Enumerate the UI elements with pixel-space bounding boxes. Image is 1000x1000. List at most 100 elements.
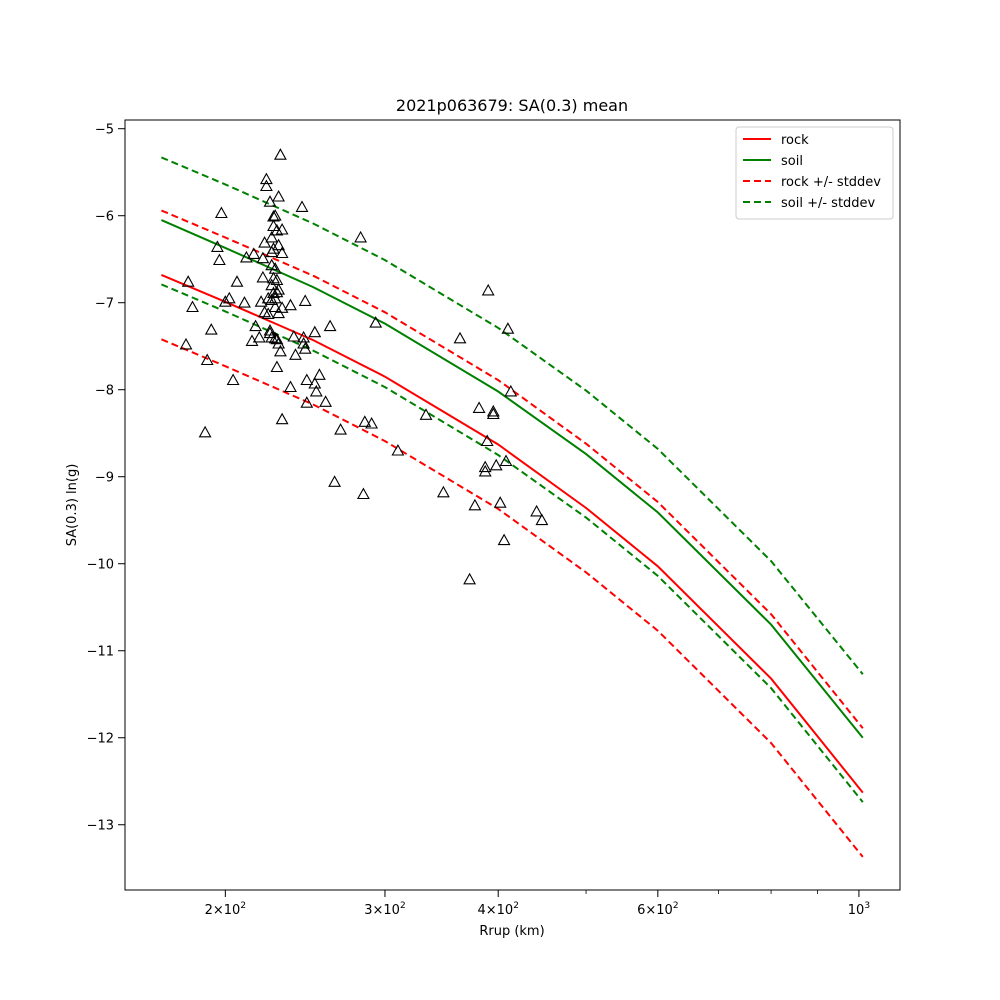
data-point	[265, 330, 279, 343]
data-point	[272, 336, 286, 349]
data-point	[181, 275, 195, 287]
legend-box	[735, 126, 894, 220]
data-point	[365, 416, 379, 429]
data-point	[210, 240, 224, 252]
data-point	[463, 572, 477, 585]
y-tick-label: −10	[87, 558, 114, 573]
x-tick-label: 103	[848, 901, 870, 918]
legend-label: soil +/- stddev	[781, 196, 876, 211]
data-point	[295, 200, 309, 212]
data-point	[256, 251, 270, 264]
data-point	[275, 246, 289, 259]
data-point	[214, 206, 228, 219]
data-point	[198, 425, 212, 438]
data-point	[287, 329, 301, 342]
x-tick-label-exponent: 2	[400, 901, 406, 911]
series-line-soil-1	[161, 219, 864, 739]
y-tick-label: −11	[87, 645, 114, 660]
data-point	[200, 353, 214, 366]
data-point	[259, 179, 273, 192]
data-point	[267, 271, 280, 284]
data-point	[249, 319, 263, 332]
data-point	[486, 404, 500, 417]
y-tick-label: −7	[95, 297, 114, 312]
x-tick-label-base: 3×10	[364, 903, 400, 918]
data-point	[530, 504, 544, 517]
data-point	[478, 460, 492, 473]
points-layer	[179, 148, 549, 585]
data-point	[481, 283, 495, 296]
data-point	[323, 319, 337, 332]
data-point	[391, 443, 405, 456]
data-point	[268, 209, 282, 221]
data-point	[259, 172, 273, 185]
data-point	[275, 301, 289, 313]
chart-title: 2021p063679: SA(0.3) mean	[396, 96, 628, 115]
data-point	[258, 305, 272, 318]
data-point	[270, 360, 284, 373]
data-point	[204, 323, 218, 335]
x-tick-label-base: 6×10	[637, 903, 673, 918]
data-point	[298, 342, 312, 354]
data-point	[218, 295, 232, 307]
legend: rock soil rock +/- stddev soil +/- stddev	[735, 126, 894, 220]
data-point	[273, 344, 287, 357]
y-tick-label: −6	[95, 210, 114, 225]
data-point	[289, 348, 302, 360]
data-point	[268, 291, 282, 304]
data-point	[272, 238, 286, 251]
data-point	[486, 407, 500, 420]
legend-label: rock +/- stddev	[781, 175, 881, 190]
data-point	[222, 291, 236, 304]
x-tick-label: 6×102	[637, 901, 678, 918]
data-point	[238, 296, 251, 308]
data-point	[267, 286, 280, 299]
data-point	[319, 395, 333, 407]
y-tick-label: −8	[95, 384, 114, 399]
data-point	[535, 513, 549, 526]
x-axis: 2×102 3×102 4×102 6×102 103	[205, 890, 870, 918]
data-point	[275, 222, 289, 235]
x-tick-label-exponent: 3	[864, 901, 870, 911]
data-point	[179, 337, 193, 350]
series-line-rock-0	[161, 273, 864, 794]
data-point	[328, 475, 342, 487]
data-point	[265, 230, 279, 243]
data-point	[489, 458, 503, 471]
data-point	[436, 485, 450, 498]
x-tick-label: 2×102	[205, 901, 246, 918]
data-point	[270, 223, 284, 236]
data-point	[272, 189, 286, 202]
data-point	[300, 373, 314, 386]
x-tick-label-base: 10	[848, 903, 865, 918]
data-point	[270, 332, 284, 345]
data-point	[300, 396, 314, 408]
x-tick-label-base: 2×10	[205, 903, 241, 918]
data-point	[273, 148, 287, 160]
x-tick-label-exponent: 2	[513, 901, 519, 911]
plot-frame	[124, 119, 901, 891]
y-tick-label: −9	[95, 471, 114, 486]
data-point	[284, 380, 297, 393]
data-point	[497, 533, 511, 546]
data-point	[284, 298, 297, 311]
data-point	[230, 275, 244, 287]
data-point	[265, 293, 279, 306]
y-axis: −5 −6 −7 −8 −9 −10 −11 −12 −13	[87, 123, 125, 834]
data-point	[354, 230, 368, 243]
data-point	[261, 307, 275, 319]
x-tick-label-base: 4×10	[477, 903, 513, 918]
data-point	[297, 336, 311, 349]
data-point	[272, 283, 286, 295]
x-tick-label: 3×102	[364, 901, 405, 918]
data-point	[270, 273, 284, 286]
data-point	[312, 368, 326, 380]
legend-label: soil	[781, 154, 803, 169]
data-point	[212, 253, 226, 266]
data-point	[226, 373, 240, 386]
data-point	[308, 325, 322, 338]
x-tick-label: 4×102	[477, 901, 518, 918]
data-point	[256, 270, 270, 283]
x-axis-label: Rrup (km)	[479, 924, 544, 939]
